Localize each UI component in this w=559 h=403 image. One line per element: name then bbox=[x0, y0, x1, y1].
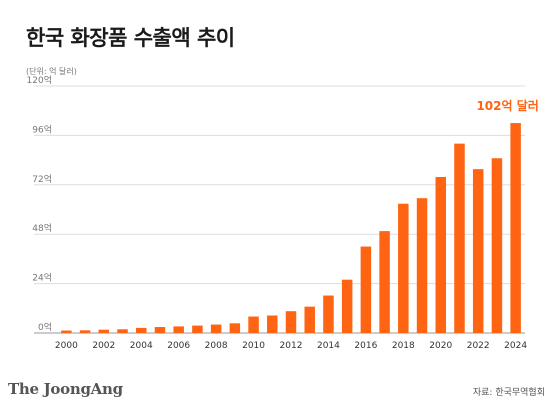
source-note: 자료: 한국무역협회 bbox=[472, 388, 545, 398]
x-tick-label: 2018 bbox=[392, 341, 415, 351]
x-tick-label: 2016 bbox=[354, 341, 377, 351]
bar-2024 bbox=[510, 123, 521, 333]
bar-2008 bbox=[210, 324, 222, 333]
y-tick-label: 24억 bbox=[32, 272, 52, 284]
x-tick-label: 2002 bbox=[92, 341, 115, 351]
bar-2000 bbox=[61, 330, 72, 333]
x-tick-label: 2004 bbox=[130, 341, 153, 351]
bars bbox=[61, 123, 521, 333]
bar-2005 bbox=[154, 327, 166, 333]
bar-2009 bbox=[229, 323, 241, 333]
bar-2014 bbox=[323, 295, 334, 333]
bar-2019 bbox=[416, 198, 428, 333]
bar-2018 bbox=[398, 203, 409, 333]
bar-2006 bbox=[173, 326, 184, 333]
y-tick-label: 120억 bbox=[27, 74, 52, 86]
x-axis: 2000 2002 2004 2006 2008 2010 2012 2014 2016 2018… bbox=[55, 341, 527, 351]
x-tick-label: 2006 bbox=[167, 341, 190, 351]
bar-2020 bbox=[435, 176, 447, 333]
x-tick-label: 2008 bbox=[205, 341, 228, 351]
bar-2004 bbox=[135, 327, 147, 333]
x-tick-label: 2000 bbox=[55, 341, 78, 351]
y-tick-label: 72억 bbox=[32, 173, 52, 185]
annotations: 102억 달러 bbox=[476, 98, 538, 113]
bar-2015 bbox=[341, 279, 353, 333]
bar-2016 bbox=[360, 246, 372, 333]
x-tick-label: 2010 bbox=[242, 341, 265, 351]
bar-2003 bbox=[117, 329, 128, 333]
x-tick-label: 2012 bbox=[280, 341, 303, 351]
bar-2013 bbox=[304, 306, 315, 333]
gridlines bbox=[34, 85, 525, 334]
bar-2021 bbox=[454, 143, 465, 333]
bar-2002 bbox=[98, 329, 110, 333]
bar-2007 bbox=[192, 325, 203, 333]
x-tick-label: 2022 bbox=[467, 341, 490, 351]
unit-label: (단위: 억 달러) bbox=[26, 67, 77, 76]
y-axis: 0억 24억 48억 72억 96억 120억 bbox=[27, 74, 52, 333]
bar-2012 bbox=[285, 311, 297, 333]
y-tick-label: 48억 bbox=[32, 222, 52, 234]
bar-annotation: 102억 달러 bbox=[476, 98, 538, 113]
y-tick-label: 0억 bbox=[38, 321, 52, 333]
x-tick-label: 2014 bbox=[317, 341, 340, 351]
brand-logo: The JoongAng bbox=[8, 380, 123, 398]
x-tick-label: 2024 bbox=[504, 341, 527, 351]
bar-2001 bbox=[79, 330, 91, 333]
chart-title: 한국 화장품 수출액 추이 bbox=[26, 26, 235, 50]
y-tick-label: 96억 bbox=[32, 123, 52, 135]
bar-2023 bbox=[491, 158, 503, 333]
bar-2011 bbox=[267, 315, 278, 333]
bar-2010 bbox=[248, 316, 259, 333]
x-tick-label: 2020 bbox=[429, 341, 452, 351]
bar-2022 bbox=[472, 169, 484, 333]
bar-2017 bbox=[379, 231, 390, 333]
